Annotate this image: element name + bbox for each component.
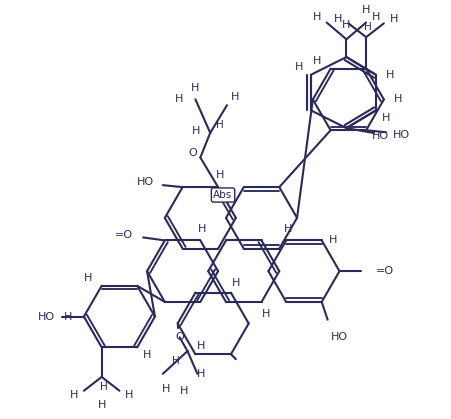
Text: H: H xyxy=(125,390,133,400)
Text: H: H xyxy=(389,14,397,24)
Text: H: H xyxy=(230,92,239,102)
Text: H: H xyxy=(64,312,72,321)
Text: H: H xyxy=(361,5,369,15)
Text: H: H xyxy=(393,94,401,104)
Text: H: H xyxy=(192,126,200,136)
Text: H: H xyxy=(216,170,224,180)
Text: H: H xyxy=(198,224,206,233)
Text: HO: HO xyxy=(330,332,347,342)
Text: H: H xyxy=(283,224,292,233)
Text: O: O xyxy=(175,332,184,342)
Text: H: H xyxy=(381,113,389,123)
Text: H: H xyxy=(179,385,187,396)
Text: H: H xyxy=(312,12,320,22)
Text: H: H xyxy=(312,56,320,66)
Text: H: H xyxy=(262,309,270,319)
Text: H: H xyxy=(197,369,205,379)
Text: H: H xyxy=(329,235,337,246)
Text: H: H xyxy=(191,83,199,93)
Text: H: H xyxy=(100,382,107,392)
Text: =O: =O xyxy=(114,230,132,241)
Text: H: H xyxy=(83,273,92,283)
Text: H: H xyxy=(294,62,303,72)
Text: O: O xyxy=(188,147,196,158)
Text: H: H xyxy=(161,383,170,393)
Text: H: H xyxy=(364,22,371,32)
Text: H: H xyxy=(174,94,182,104)
Text: H: H xyxy=(231,278,239,288)
Text: H: H xyxy=(97,400,106,409)
Text: H: H xyxy=(143,350,151,360)
Text: HO: HO xyxy=(392,130,410,140)
Text: H: H xyxy=(216,120,223,130)
Text: =O: =O xyxy=(375,266,393,276)
Text: HO: HO xyxy=(38,312,55,321)
Text: H: H xyxy=(197,341,205,351)
Text: H: H xyxy=(385,70,393,80)
Text: HO: HO xyxy=(136,177,153,187)
Text: H: H xyxy=(334,14,342,24)
Text: H: H xyxy=(70,390,78,400)
Text: H: H xyxy=(171,356,179,366)
Text: Abs: Abs xyxy=(213,190,232,200)
Text: H: H xyxy=(371,12,379,22)
Text: H: H xyxy=(341,21,350,31)
Text: HO: HO xyxy=(372,131,389,141)
